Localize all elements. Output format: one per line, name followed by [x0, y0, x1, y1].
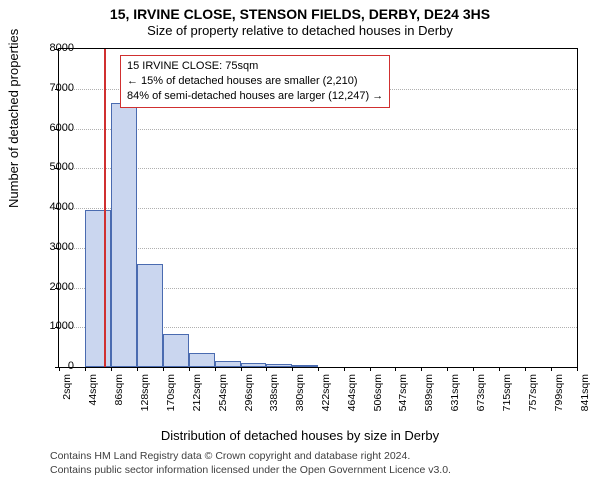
y-tick-label: 8000	[50, 42, 74, 54]
x-tick	[318, 367, 319, 371]
chart-title: 15, IRVINE CLOSE, STENSON FIELDS, DERBY,…	[0, 0, 600, 23]
x-tick	[370, 367, 371, 371]
x-tick	[421, 367, 422, 371]
x-axis-label: Distribution of detached houses by size …	[0, 428, 600, 443]
x-tick	[59, 367, 60, 371]
x-tick	[525, 367, 526, 371]
bar	[215, 361, 241, 367]
x-tick	[292, 367, 293, 371]
y-tick-label: 1000	[50, 320, 74, 332]
y-tick-label: 6000	[50, 122, 74, 134]
y-tick-label: 0	[68, 360, 74, 372]
x-tick	[447, 367, 448, 371]
x-tick-label: 2sqm	[61, 374, 73, 424]
chart-container: 15, IRVINE CLOSE, STENSON FIELDS, DERBY,…	[0, 0, 600, 500]
annotation-line-3: 84% of semi-detached houses are larger (…	[127, 89, 383, 104]
annotation-line-2: ← 15% of detached houses are smaller (2,…	[127, 74, 383, 89]
x-tick	[85, 367, 86, 371]
footer-line-1: Contains HM Land Registry data © Crown c…	[50, 450, 451, 464]
y-axis-label: Number of detached properties	[6, 29, 21, 208]
x-tick	[241, 367, 242, 371]
bar	[85, 210, 111, 367]
annotation-box: 15 IRVINE CLOSE: 75sqm ← 15% of detached…	[120, 55, 390, 108]
y-tick-label: 4000	[50, 201, 74, 213]
x-tick	[577, 367, 578, 371]
x-tick-label: 506sqm	[372, 374, 384, 424]
x-tick	[137, 367, 138, 371]
x-tick-label: 128sqm	[139, 374, 151, 424]
x-tick-label: 673sqm	[475, 374, 487, 424]
y-tick-label: 2000	[50, 281, 74, 293]
x-tick-label: 422sqm	[320, 374, 332, 424]
x-tick-label: 254sqm	[217, 374, 229, 424]
reference-line	[104, 49, 106, 367]
x-tick-label: 380sqm	[294, 374, 306, 424]
x-tick	[189, 367, 190, 371]
bar	[241, 363, 267, 367]
x-tick	[111, 367, 112, 371]
x-tick-label: 841sqm	[579, 374, 591, 424]
x-tick	[473, 367, 474, 371]
x-tick	[266, 367, 267, 371]
chart-subtitle: Size of property relative to detached ho…	[0, 23, 600, 40]
bar	[189, 353, 215, 367]
x-tick	[395, 367, 396, 371]
bar	[266, 364, 292, 367]
x-tick-label: 799sqm	[553, 374, 565, 424]
x-tick	[163, 367, 164, 371]
bar	[111, 103, 137, 367]
footer: Contains HM Land Registry data © Crown c…	[50, 450, 451, 477]
x-tick	[215, 367, 216, 371]
x-tick-label: 464sqm	[346, 374, 358, 424]
footer-line-2: Contains public sector information licen…	[50, 464, 451, 478]
x-tick-label: 296sqm	[243, 374, 255, 424]
annotation-line-1: 15 IRVINE CLOSE: 75sqm	[127, 59, 383, 74]
bar	[137, 264, 163, 367]
bar	[292, 365, 318, 367]
x-tick-label: 44sqm	[87, 374, 99, 424]
x-tick-label: 715sqm	[501, 374, 513, 424]
x-tick	[499, 367, 500, 371]
bar	[163, 334, 189, 367]
x-tick-label: 170sqm	[165, 374, 177, 424]
x-tick-label: 212sqm	[191, 374, 203, 424]
x-tick-label: 547sqm	[397, 374, 409, 424]
y-tick-label: 5000	[50, 161, 74, 173]
x-tick-label: 86sqm	[113, 374, 125, 424]
y-tick-label: 3000	[50, 241, 74, 253]
x-tick-label: 589sqm	[423, 374, 435, 424]
x-tick-label: 631sqm	[449, 374, 461, 424]
x-tick	[551, 367, 552, 371]
x-tick	[344, 367, 345, 371]
x-tick-label: 338sqm	[268, 374, 280, 424]
y-tick-label: 7000	[50, 82, 74, 94]
x-tick-label: 757sqm	[527, 374, 539, 424]
